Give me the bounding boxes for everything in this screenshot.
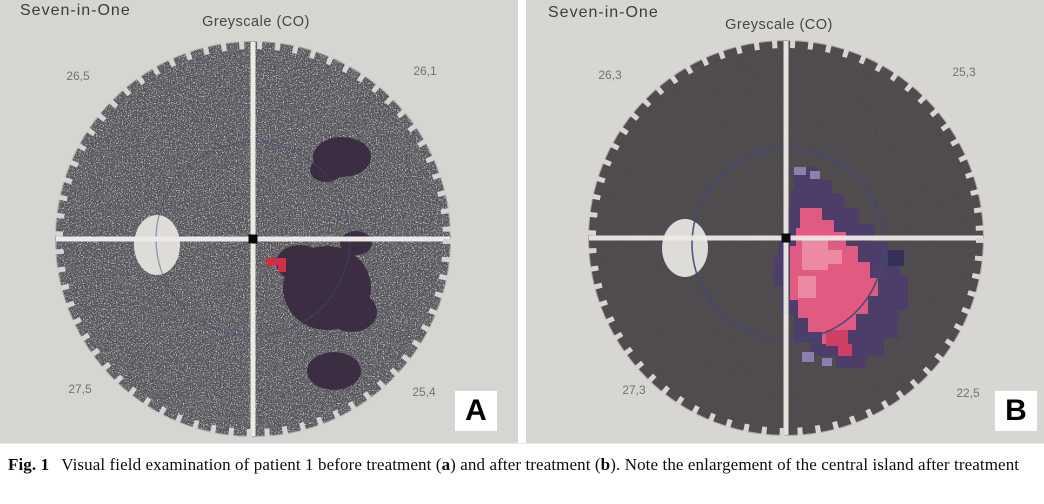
corner-value-bottom-right: 25,4: [412, 385, 436, 399]
caption-text: Visual field examination of patient 1 be…: [61, 455, 442, 474]
figure-panels-row: Seven-in-One Greyscale (CO) 26,5 26,1 27…: [0, 0, 1044, 443]
rim-notches: [55, 41, 451, 437]
red-defect-mark: [266, 258, 286, 272]
fixation-dot: [248, 234, 258, 244]
corner-value-top-right: 25,3: [952, 65, 976, 79]
panel-badge-b: B: [995, 391, 1037, 431]
panel-tool-label: Seven-in-One: [20, 2, 131, 19]
panel-title: Greyscale (CO): [725, 17, 833, 33]
central-island-pink-light-blocks: [798, 240, 842, 298]
scotoma-blob: [307, 352, 361, 390]
rim-notches: [588, 40, 984, 436]
figure-panel-b: Seven-in-One Greyscale (CO) 26,3 25,3 27…: [526, 0, 1044, 443]
scotoma-blob: [310, 158, 342, 182]
caption-bold-a: a: [441, 455, 451, 474]
figure-caption: Fig. 1 Visual field examination of patien…: [0, 443, 1044, 476]
central-island-lavender-blocks: [794, 167, 832, 366]
corner-value-bottom-left: 27,3: [622, 383, 646, 397]
blind-spot: [134, 215, 180, 275]
corner-value-bottom-right: 22,5: [956, 386, 980, 400]
blind-spot: [662, 219, 708, 277]
panel-tool-label: Seven-in-One: [548, 4, 659, 21]
central-island-pink-deep-blocks: [826, 330, 852, 356]
panel-title: Greyscale (CO): [202, 14, 310, 30]
corner-value-top-right: 26,1: [413, 64, 437, 78]
caption-text: ) and after treatment (: [450, 455, 601, 474]
caption-text: ). Note the enlargement of the central i…: [610, 455, 1020, 474]
scotoma-blob: [327, 292, 377, 332]
visual-field-plot-a: Seven-in-One Greyscale (CO) 26,5 26,1 27…: [0, 0, 518, 443]
corner-value-top-left: 26,5: [66, 69, 90, 83]
scotoma-blobs: [276, 137, 377, 390]
figure-panel-a: Seven-in-One Greyscale (CO) 26,5 26,1 27…: [0, 0, 518, 443]
scotoma-blob: [276, 245, 324, 281]
corner-value-bottom-left: 27,5: [68, 382, 92, 396]
panel-badge-a: A: [455, 391, 497, 431]
figure-number: Fig. 1: [8, 455, 50, 474]
fixation-dot: [781, 233, 791, 243]
visual-field-plot-b: Seven-in-One Greyscale (CO) 26,3 25,3 27…: [526, 0, 1044, 443]
corner-value-top-left: 26,3: [598, 68, 622, 82]
caption-bold-b: b: [600, 455, 611, 474]
central-island-navy-block: [888, 250, 904, 266]
